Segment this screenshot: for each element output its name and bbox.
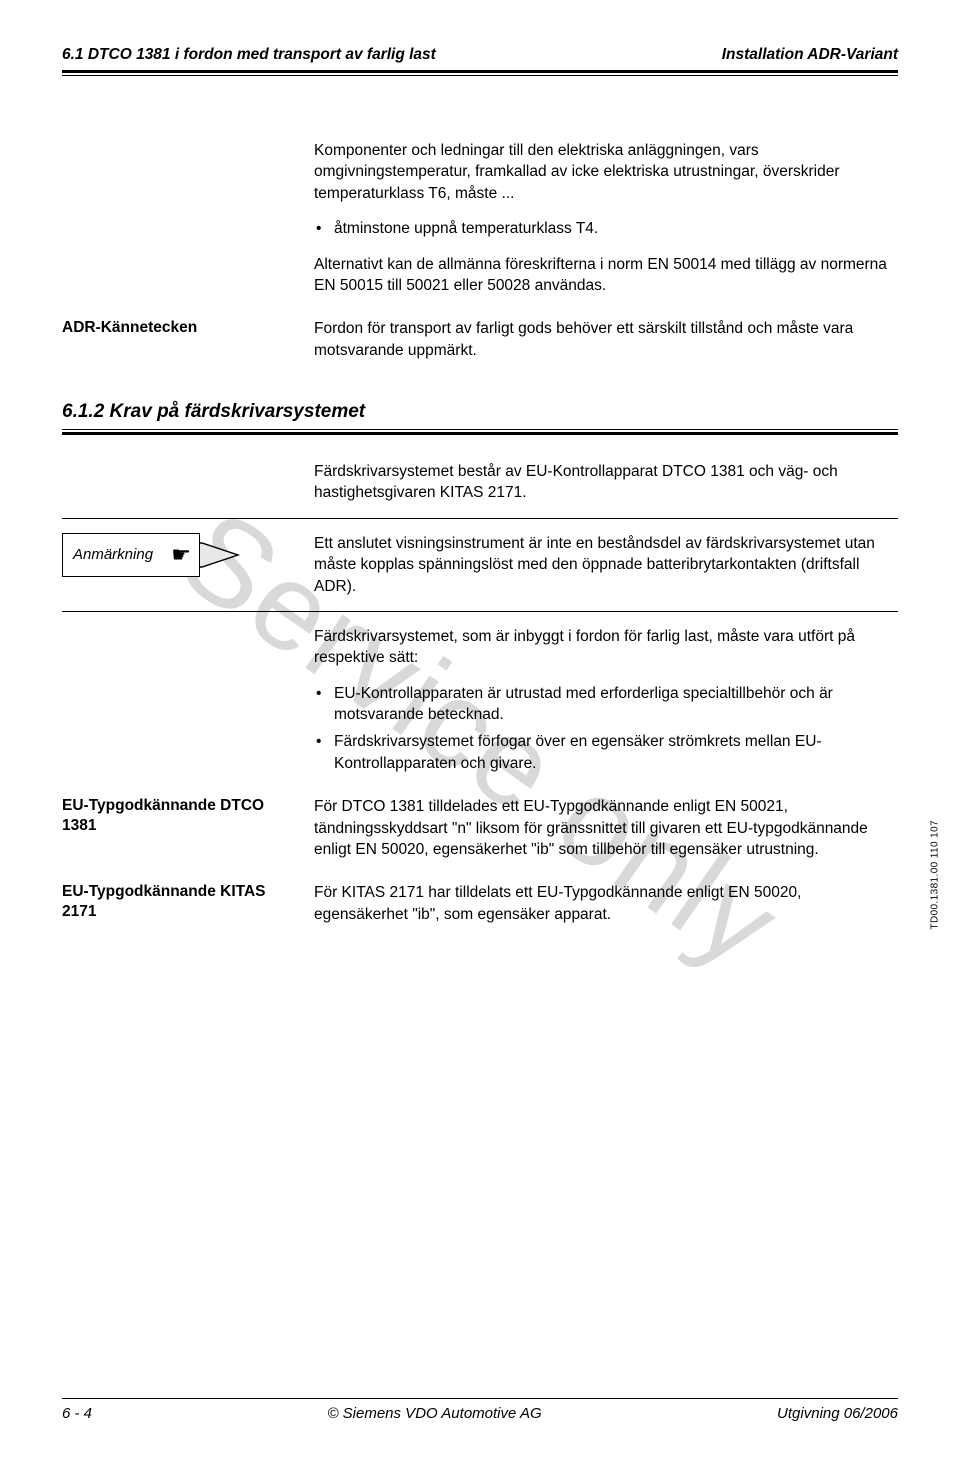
intro-bullet-1: åtminstone uppnå temperaturklass T4. [314,218,898,239]
side-document-code: TD00.1381.00 110 107 [930,820,941,930]
dtco-label: EU-Typgodkännande DTCO 1381 [62,796,302,836]
kitas-text: För KITAS 2171 har tilldelats ett EU-Typ… [314,882,898,925]
requirements-intro: Färdskrivarsystemet, som är inbyggt i fo… [314,626,898,669]
header-rule-thick [62,70,898,73]
divider-1 [62,518,898,519]
intro-paragraph-2: Alternativt kan de allmänna föreskrifter… [314,254,898,297]
section-heading-612: 6.1.2 Krav på färdskrivarsystemet [62,401,898,423]
footer-edition: Utgivning 06/2006 [777,1405,898,1422]
dtco-text: För DTCO 1381 tilldelades ett EU-Typgodk… [314,796,898,860]
header-rule-thin [62,75,898,76]
note-callout: Anmärkning ☛ [62,533,302,577]
footer-page-number: 6 - 4 [62,1405,92,1422]
requirements-bullet-2: Färdskrivarsystemet förfogar över en ege… [314,731,898,774]
note-text: Ett anslutet visningsinstrument är inte … [314,533,898,597]
page-footer: 6 - 4 © Siemens VDO Automotive AG Utgivn… [62,1398,898,1422]
divider-2 [62,611,898,612]
kitas-label: EU-Typgodkännande KITAS 2171 [62,882,302,922]
section612-paragraph: Färdskrivarsystemet består av EU-Kontrol… [314,461,898,504]
requirements-bullet-1: EU-Kontrollapparaten är utrustad med erf… [314,683,898,726]
note-label: Anmärkning [73,546,153,563]
page-header: 6.1 DTCO 1381 i fordon med transport av … [62,46,898,64]
footer-copyright: © Siemens VDO Automotive AG [327,1405,541,1422]
requirements-list: EU-Kontrollapparaten är utrustad med erf… [314,683,898,775]
pointing-hand-icon: ☛ [171,544,191,566]
footer-rule [62,1398,898,1399]
adr-label: ADR-Kännetecken [62,318,302,338]
intro-bullet-list: åtminstone uppnå temperaturklass T4. [314,218,898,239]
intro-paragraph-1: Komponenter och ledningar till den elekt… [314,140,898,204]
section-rule-thick [62,432,898,435]
section-rule-thin [62,429,898,430]
header-right: Installation ADR-Variant [722,46,898,64]
adr-text: Fordon för transport av farligt gods beh… [314,318,898,361]
header-left: 6.1 DTCO 1381 i fordon med transport av … [62,46,436,64]
